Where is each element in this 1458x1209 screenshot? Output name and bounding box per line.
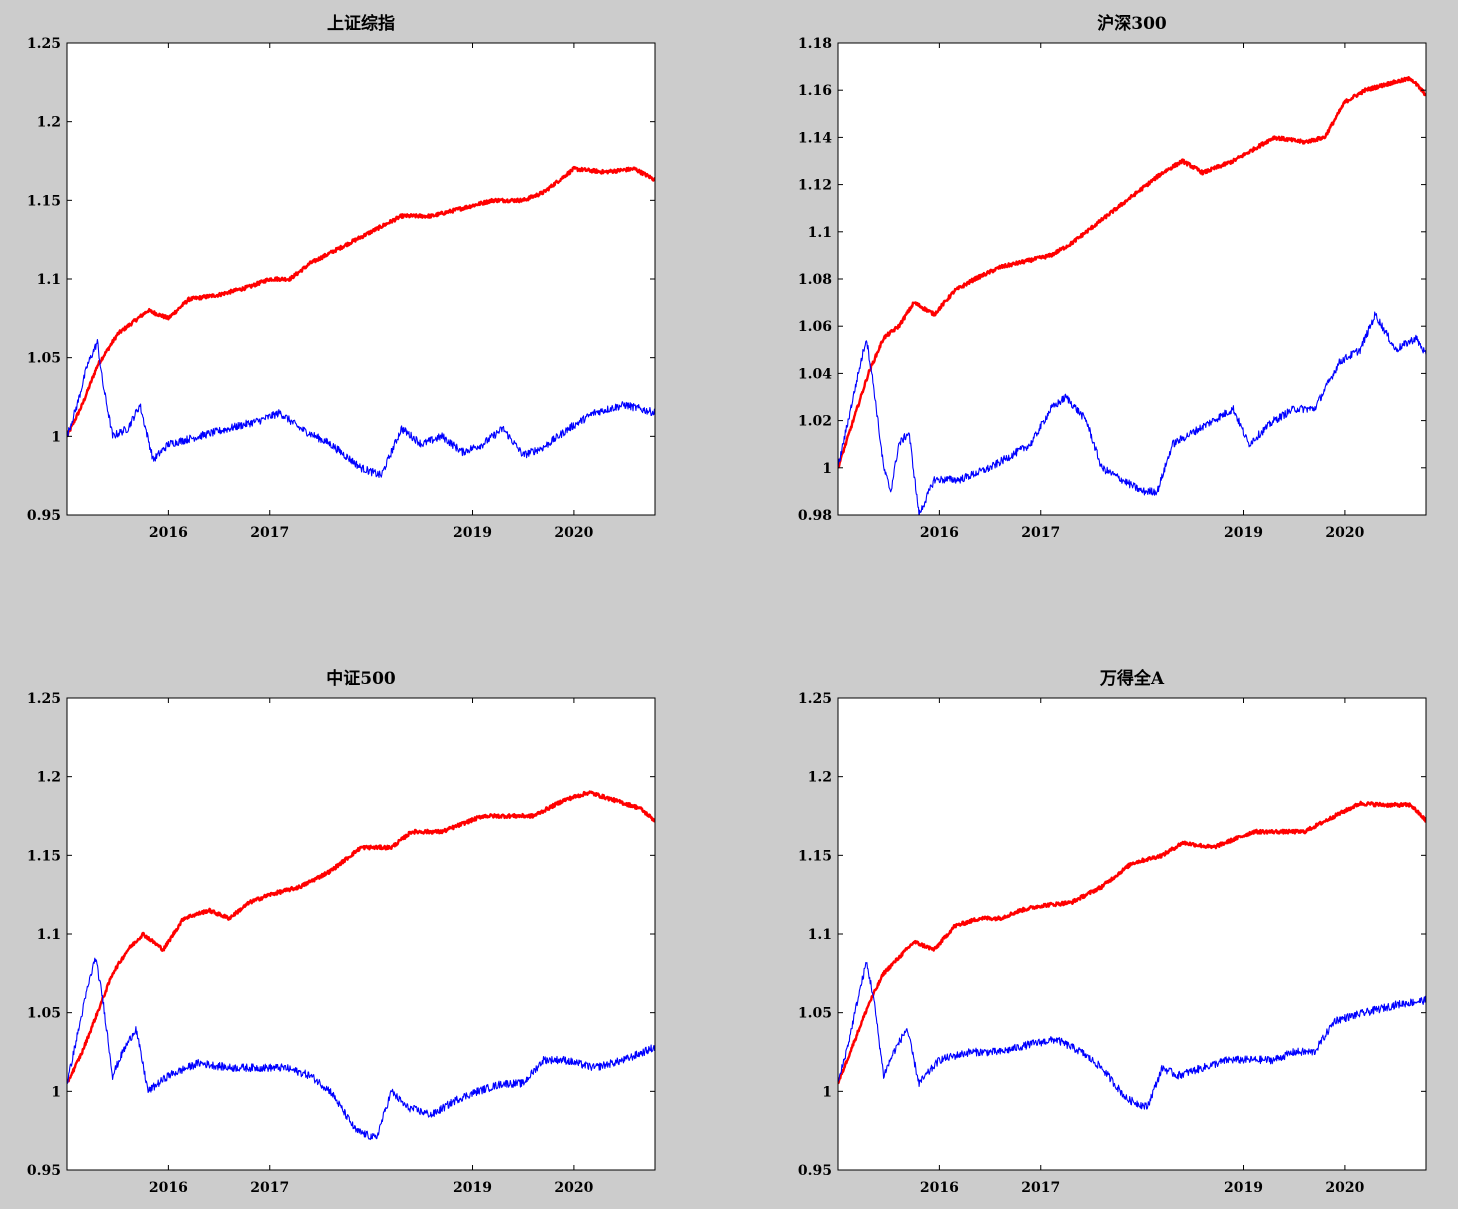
- series-line-red: [838, 800, 1426, 1085]
- y-tick-label: 1.15: [27, 848, 61, 864]
- series-line-red: [67, 790, 655, 1083]
- y-tick-label: 1.14: [798, 130, 832, 146]
- y-tick-label: 1.1: [37, 272, 61, 288]
- y-tick-label: 1.1: [808, 927, 832, 943]
- x-tick-label: 2016: [149, 1180, 188, 1196]
- x-tick-label: 2017: [1021, 525, 1060, 541]
- y-tick-label: 1.05: [27, 351, 61, 367]
- chart-title: 中证500: [326, 668, 396, 689]
- y-tick-label: 1: [822, 461, 832, 477]
- y-tick-label: 1.18: [798, 36, 832, 52]
- chart-title: 万得全A: [1099, 668, 1165, 689]
- y-tick-label: 1.05: [798, 1006, 832, 1022]
- y-tick-label: 1.04: [798, 366, 832, 382]
- plot-area: [67, 43, 655, 515]
- x-tick-label: 2020: [1325, 525, 1364, 541]
- x-tick-label: 2019: [453, 1180, 492, 1196]
- y-tick-label: 1.25: [798, 691, 832, 707]
- x-tick-label: 2019: [1224, 525, 1263, 541]
- series-line-red: [67, 165, 655, 438]
- axis-layer: 0.95 1 1.05 1.1 1.15 1.2 1.25 2016 2017 2019 2020: [27, 691, 656, 1196]
- y-tick-label: 1: [822, 1084, 832, 1100]
- axis-layer: 0.95 1 1.05 1.1 1.15 1.2 1.25 2016 2017 2019 2020: [798, 691, 1427, 1196]
- y-tick-label: 1.1: [808, 225, 832, 241]
- series-layer: [838, 75, 1426, 515]
- x-tick-label: 2019: [453, 525, 492, 541]
- y-tick-label: 0.98: [798, 508, 832, 524]
- series-line-blue: [67, 957, 655, 1141]
- y-tick-label: 1.1: [37, 927, 61, 943]
- x-tick-label: 2020: [554, 1180, 593, 1196]
- plot-area: [838, 43, 1426, 515]
- y-tick-label: 1.25: [27, 691, 61, 707]
- series-layer: [838, 800, 1426, 1110]
- y-tick-label: 1.05: [27, 1006, 61, 1022]
- y-tick-label: 1.02: [798, 414, 832, 430]
- x-tick-label: 2020: [1325, 1180, 1364, 1196]
- y-tick-label: 1.08: [798, 272, 832, 288]
- chart-title: 沪深300: [1097, 13, 1167, 34]
- y-tick-label: 1.15: [27, 193, 61, 209]
- chart-title: 上证综指: [327, 13, 395, 34]
- y-tick-label: 1.06: [798, 319, 832, 335]
- axis-layer: 0.98 1 1.02 1.04 1.06 1.08 1.1 1.12 1.14 1.16 1.18…: [798, 36, 1427, 541]
- chart-panel-csi300: 0.98 1 1.02 1.04 1.06 1.08 1.1 1.12 1.14 1.16 1.18…: [798, 13, 1427, 541]
- x-tick-label: 2016: [920, 525, 959, 541]
- y-tick-label: 1.2: [808, 770, 832, 786]
- series-line-blue: [67, 338, 655, 478]
- x-tick-label: 2019: [1224, 1180, 1263, 1196]
- x-tick-label: 2016: [149, 525, 188, 541]
- y-tick-label: 0.95: [27, 508, 61, 524]
- series-layer: [67, 165, 655, 478]
- axis-layer: 0.95 1 1.05 1.1 1.15 1.2 1.25 2016 2017 2019 2020: [27, 36, 656, 541]
- plot-area: [67, 698, 655, 1170]
- series-line-blue: [838, 311, 1426, 515]
- y-tick-label: 1: [51, 429, 61, 445]
- y-tick-label: 1.15: [798, 848, 832, 864]
- y-tick-label: 1.12: [798, 178, 832, 194]
- x-tick-label: 2017: [1021, 1180, 1060, 1196]
- y-tick-label: 1.16: [798, 83, 832, 99]
- x-tick-label: 2020: [554, 525, 593, 541]
- y-tick-label: 0.95: [798, 1163, 832, 1179]
- series-line-blue: [838, 962, 1426, 1110]
- y-tick-label: 1.25: [27, 36, 61, 52]
- x-tick-label: 2017: [250, 525, 289, 541]
- series-line-red: [838, 75, 1426, 469]
- y-tick-label: 0.95: [27, 1163, 61, 1179]
- y-tick-label: 1.2: [37, 770, 61, 786]
- y-tick-label: 1: [51, 1084, 61, 1100]
- x-tick-label: 2016: [920, 1180, 959, 1196]
- x-tick-label: 2017: [250, 1180, 289, 1196]
- series-layer: [67, 790, 655, 1141]
- y-tick-label: 1.2: [37, 115, 61, 131]
- plot-area: [838, 698, 1426, 1170]
